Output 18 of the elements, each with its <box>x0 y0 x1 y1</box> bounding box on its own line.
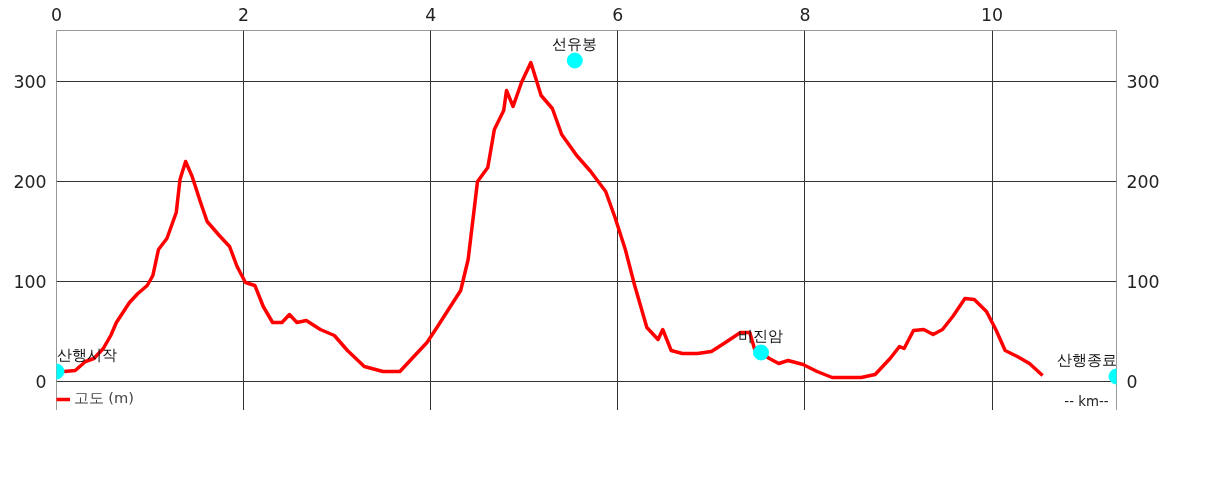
y2-tick-label: 100 <box>1126 272 1160 292</box>
x-tick-label: 10 <box>981 4 1004 25</box>
data-label: 산행종료 <box>1056 351 1117 368</box>
y2-tick-label: 0 <box>1126 372 1138 392</box>
x-tick-label: 6 <box>612 4 624 25</box>
y-tick-label: 200 <box>13 172 47 192</box>
y-tick-label: 100 <box>13 272 47 292</box>
y2-tick-label: 200 <box>1126 172 1160 192</box>
x-tick-label: 2 <box>238 4 250 25</box>
x-tick-label: 4 <box>425 4 437 25</box>
series-label: 고도 (m) <box>73 389 135 408</box>
y-tick-label: 300 <box>13 72 47 92</box>
y2-tick-label: 300 <box>1126 72 1160 92</box>
data-label: 선유봉 <box>552 35 598 52</box>
x-axis-title: -- km-- <box>1064 393 1109 409</box>
y-tick-label: 0 <box>35 372 47 392</box>
x-tick-label: 8 <box>799 4 811 25</box>
x-tick-label: 0 <box>50 4 63 25</box>
